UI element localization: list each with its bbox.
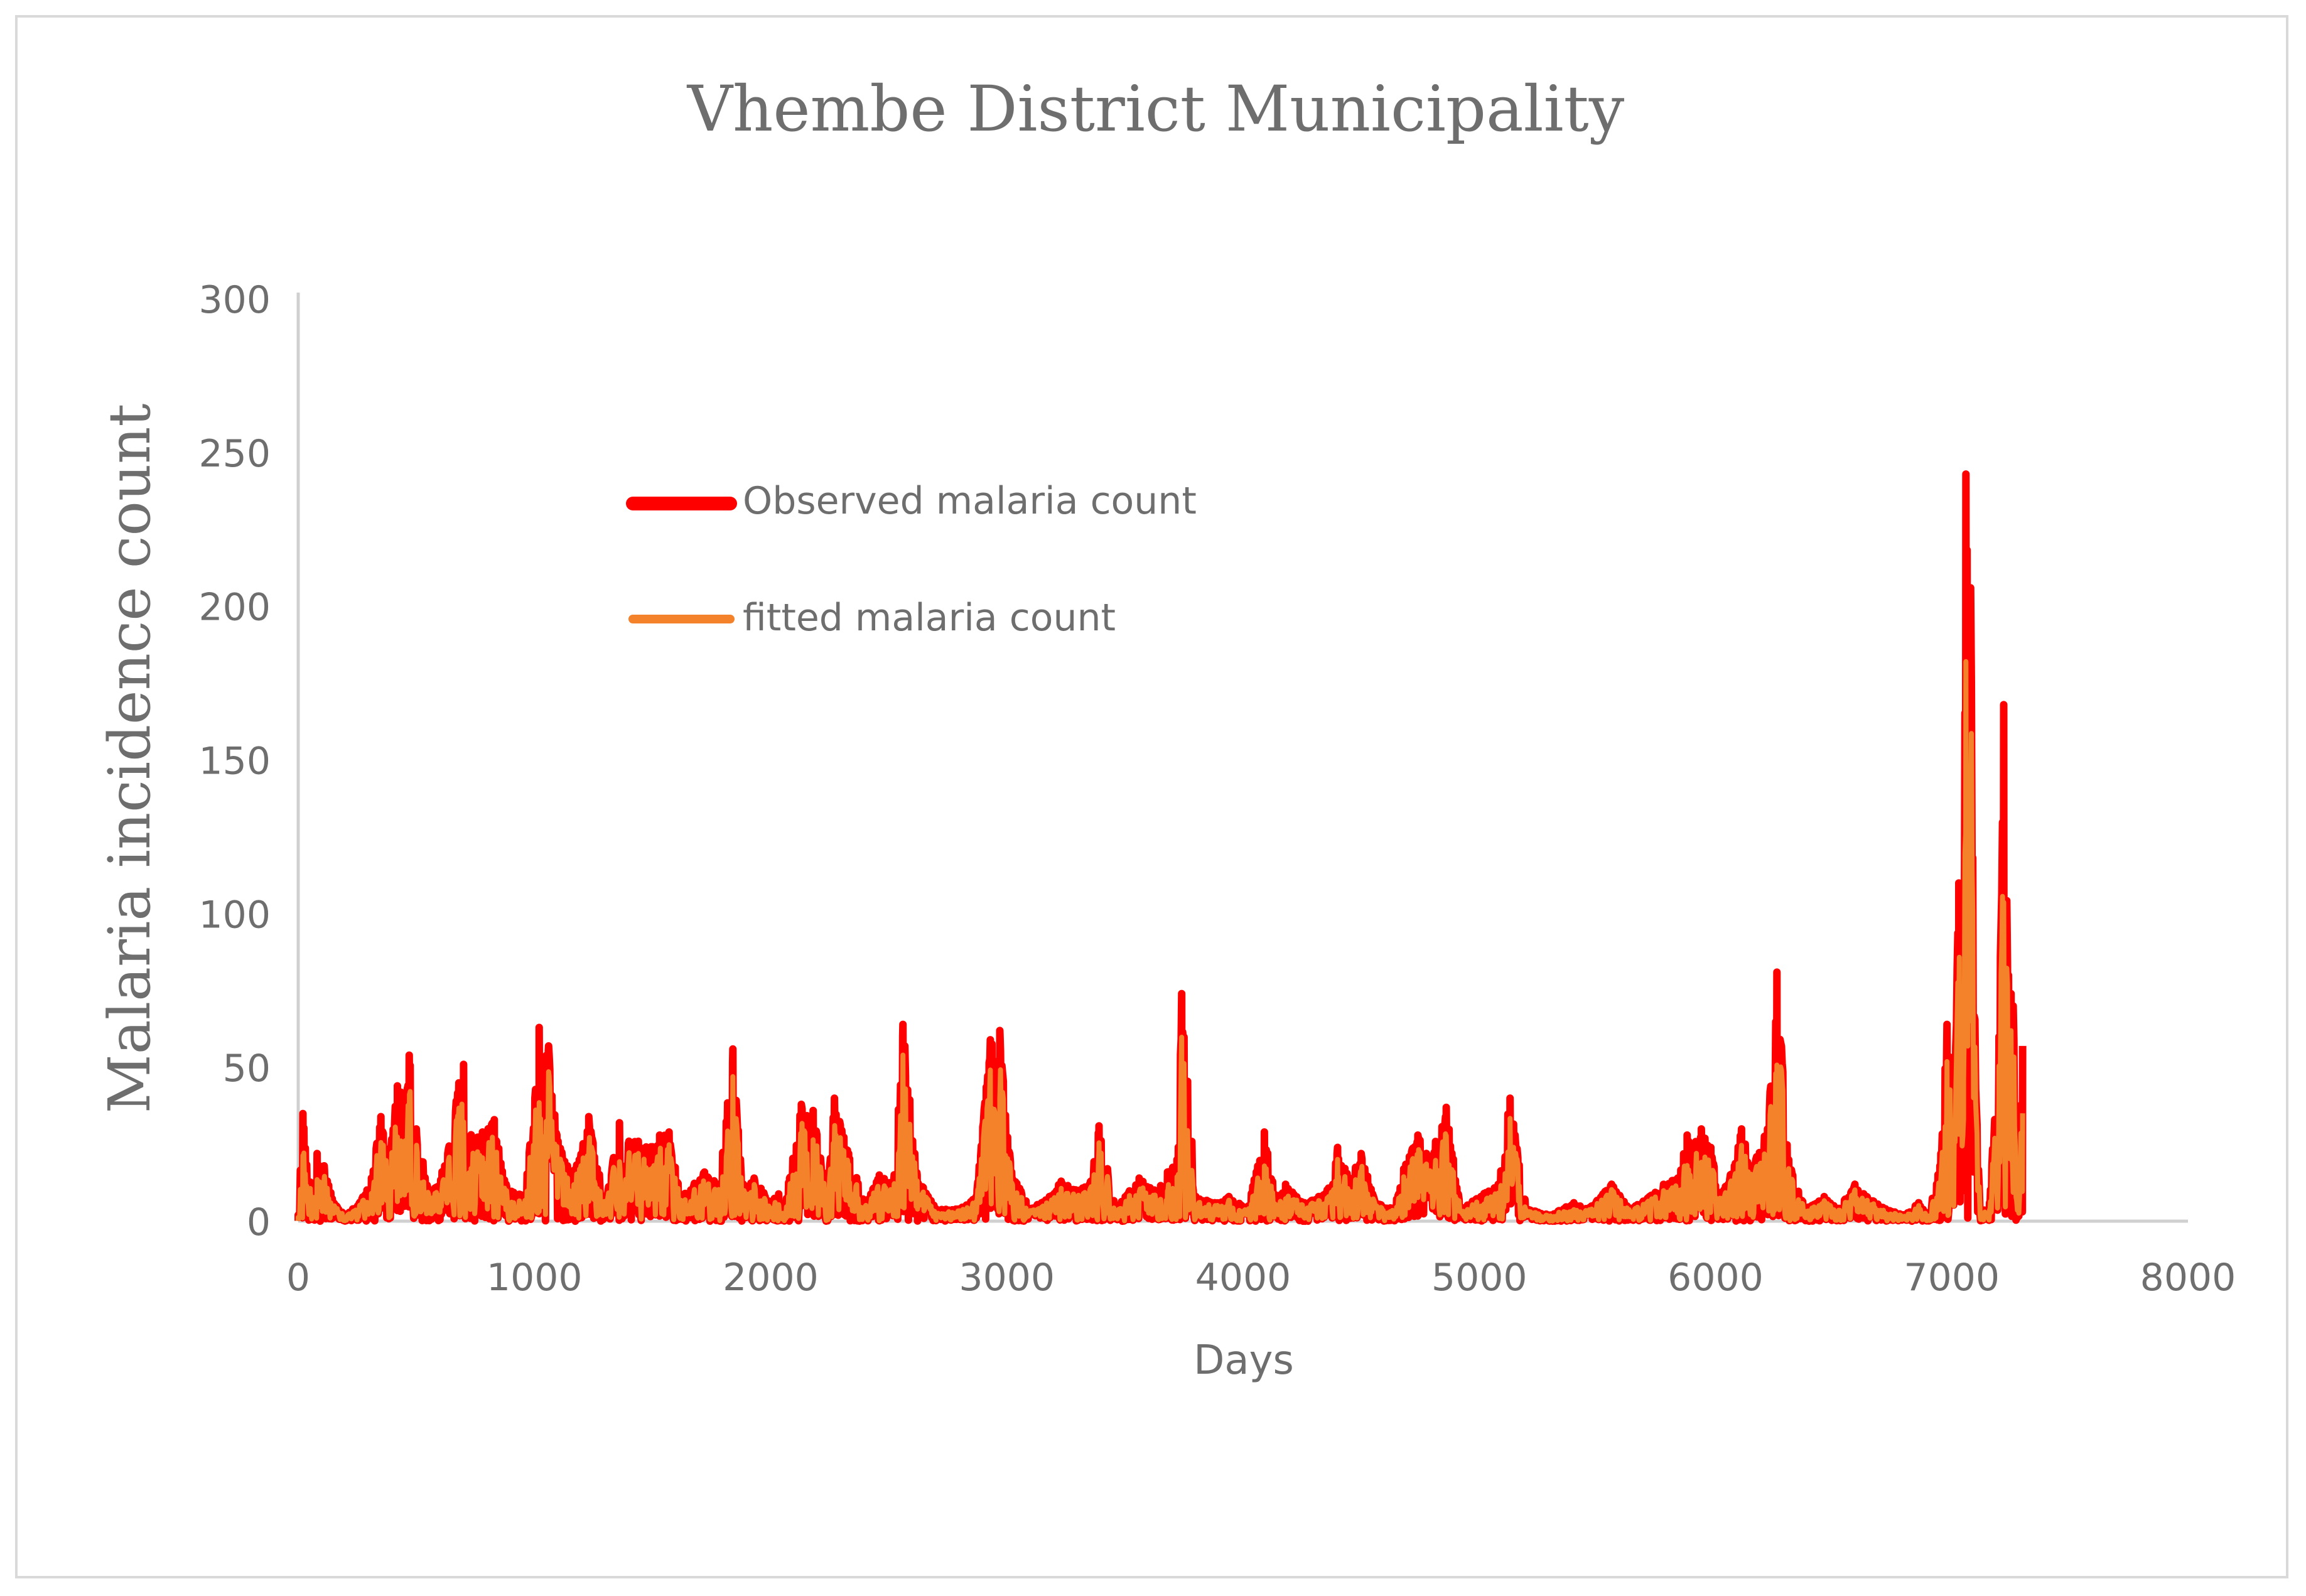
chart-canvas: Vhembe District Municipality 0 50 100 150 20… bbox=[96, 72, 2236, 1384]
x-tick-labels: 0 1000 2000 3000 4000 5000 6000 7000 8000 bbox=[286, 1256, 2236, 1300]
x-tick-label: 1000 bbox=[487, 1256, 583, 1300]
y-tick-labels: 0 50 100 150 200 250 300 bbox=[198, 278, 271, 1244]
legend-label-observed: Observed malaria count bbox=[743, 479, 1197, 523]
legend: Observed malaria count fitted malaria co… bbox=[626, 479, 1197, 640]
x-tick-label: 6000 bbox=[1668, 1256, 1764, 1300]
y-tick-label: 150 bbox=[198, 740, 271, 784]
legend-label-fitted: fitted malaria count bbox=[743, 596, 1116, 640]
x-tick-label: 3000 bbox=[959, 1256, 1055, 1300]
y-tick-label: 0 bbox=[247, 1200, 271, 1244]
x-tick-label: 7000 bbox=[1904, 1256, 2000, 1300]
series-observed-line bbox=[294, 470, 2027, 1225]
y-tick-label: 50 bbox=[223, 1047, 271, 1091]
x-tick-label: 5000 bbox=[1431, 1256, 1527, 1300]
series-fitted-line bbox=[296, 659, 2025, 1224]
y-tick-label: 100 bbox=[198, 893, 271, 937]
chart-title: Vhembe District Municipality bbox=[687, 72, 1625, 146]
x-tick-label: 2000 bbox=[723, 1256, 819, 1300]
y-tick-label: 300 bbox=[198, 278, 271, 322]
x-tick-label: 8000 bbox=[2140, 1256, 2236, 1300]
y-tick-label: 250 bbox=[198, 432, 271, 476]
x-axis-label: Days bbox=[1193, 1337, 1294, 1384]
x-tick-label: 4000 bbox=[1195, 1256, 1291, 1300]
y-tick-label: 200 bbox=[198, 586, 271, 630]
series-layer bbox=[294, 470, 2027, 1225]
y-axis-label: Malaria incidence count bbox=[96, 404, 163, 1114]
chart-frame: Vhembe District Municipality 0 50 100 150 20… bbox=[15, 15, 2288, 1578]
x-tick-label: 0 bbox=[286, 1256, 310, 1300]
